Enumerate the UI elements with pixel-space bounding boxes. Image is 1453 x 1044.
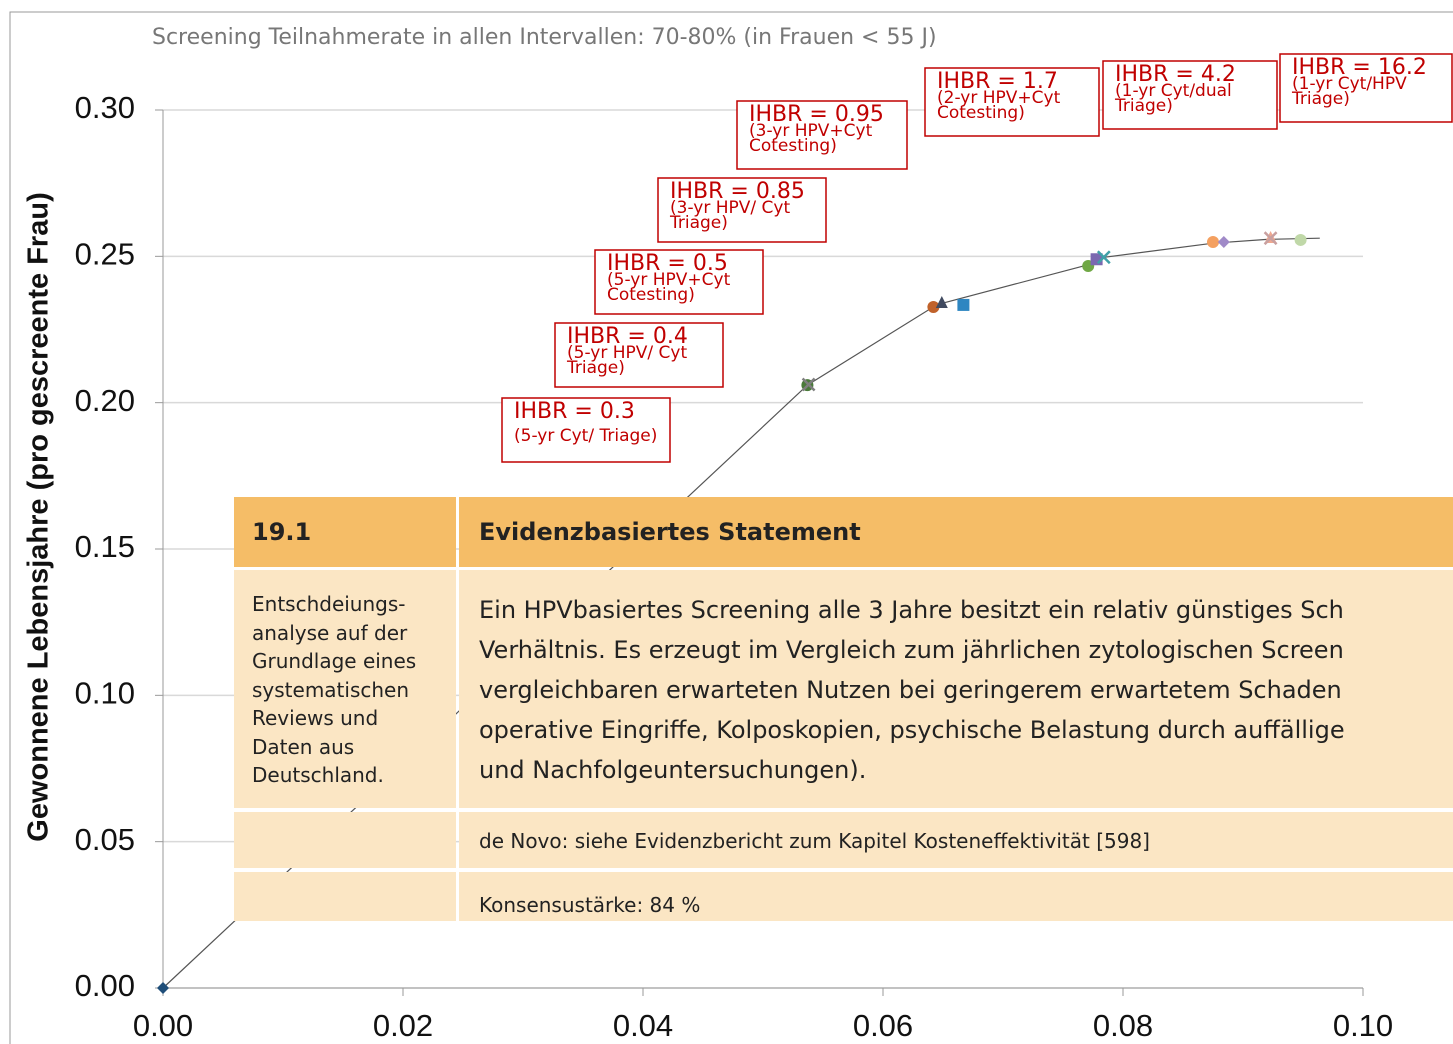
- annotation-text: Triage): [1291, 89, 1350, 109]
- y-tick-label: 0.20: [75, 383, 135, 418]
- annotation-text: Cotesting): [607, 285, 695, 305]
- annotation-box: [594, 249, 764, 315]
- y-tick-label: 0.05: [75, 822, 135, 857]
- annotation-text: (5-yr HPV+Cyt: [607, 270, 731, 290]
- y-tick-label: 0.30: [75, 90, 135, 125]
- annotation-text: IHBR = 0.85: [670, 179, 805, 204]
- annotation-box: [554, 322, 724, 388]
- point: [1217, 235, 1230, 248]
- annotation-text: Cotesting): [937, 103, 1025, 123]
- x-tick-label: 0.08: [1093, 1008, 1153, 1043]
- point: [927, 300, 940, 313]
- point: [935, 295, 948, 308]
- evidence-line: Entschdeiungs-: [252, 592, 406, 616]
- annotation-text: IHBR = 1.7: [937, 69, 1058, 94]
- point: [1294, 233, 1307, 246]
- annotation-text: Cotesting): [749, 136, 837, 156]
- point: [1096, 250, 1111, 265]
- annotation-text: Triage): [566, 358, 625, 378]
- chart-frame: [9, 11, 1453, 1044]
- point: [957, 298, 970, 311]
- annotation-text: (3-yr HPV+Cyt: [749, 121, 873, 141]
- source: de Novo: siehe Evidenzbericht zum Kapite…: [459, 812, 1453, 868]
- evidence-line: systematischen: [252, 677, 410, 702]
- annotation-box: [1102, 60, 1278, 130]
- statement-text: Ein HPVbasiertes Screening alle 3 Jahre …: [459, 570, 1453, 808]
- annotation-text: Triage): [669, 213, 728, 233]
- point: [157, 982, 169, 994]
- evidence-line: Daten aus: [252, 734, 355, 759]
- evidence-line: Reviews und: [252, 706, 379, 730]
- statement-heading: Evidenzbasiertes Statement: [459, 497, 1453, 567]
- y-tick-label: 0.25: [75, 237, 135, 272]
- consensus: Konsensustärke: 84 %: [459, 872, 1453, 921]
- annotation-text: (5-yr Cyt/ Triage): [514, 426, 657, 446]
- statement-line: Verhältnis. Es erzeugt im Vergleich zum …: [479, 636, 1344, 664]
- x-tick-label: 0.00: [133, 1008, 193, 1043]
- annotation-text: (5-yr HPV/ Cyt: [567, 343, 687, 363]
- point: [1263, 231, 1278, 246]
- statement-number: 19.1: [252, 518, 312, 546]
- x-tick-label: 0.10: [1333, 1008, 1393, 1043]
- empty-cell: [234, 812, 456, 868]
- statement-line: vergleichbaren erwarteten Nutzen bei ger…: [479, 676, 1342, 704]
- point: [1207, 235, 1219, 248]
- evidence-line: analyse auf der: [252, 620, 408, 645]
- consensus: Konsensustärke: 84 %: [479, 893, 701, 917]
- annotation-text: IHBR = 4.2: [1115, 62, 1236, 87]
- empty-cell: [234, 872, 456, 921]
- evidence-level: Entschdeiungs-analyse auf der Grundlage e…: [234, 570, 456, 808]
- annotation-text: (1-yr Cyt/HPV: [1292, 74, 1407, 94]
- statement-line: operative Eingriffe, Kolposkopien, psych…: [479, 716, 1345, 744]
- annotation-text: Triage): [1114, 96, 1173, 116]
- evidence-line: Deutschland.: [252, 763, 384, 787]
- source: de Novo: siehe Evidenzbericht zum Kapite…: [479, 829, 1150, 853]
- annotation-text: IHBR = 0.4: [567, 324, 688, 349]
- y-axis-label: Gewonnene Lebensjahre (pro gescreente Fr…: [23, 192, 55, 841]
- statement-line: und Nachfolgeuntersuchungen).: [479, 756, 867, 784]
- statement-heading: Evidenzbasiertes Statement: [479, 518, 861, 546]
- annotation-box: [736, 100, 908, 170]
- annotation-text: (1-yr Cyt/dual: [1115, 81, 1232, 101]
- statement-number: 19.1: [234, 497, 456, 567]
- x-tick-label: 0.02: [373, 1008, 433, 1043]
- chart-subtitle: Screening Teilnahmerate in allen Interva…: [152, 25, 937, 50]
- x-tick-label: 0.04: [613, 1008, 673, 1043]
- point: [801, 377, 816, 392]
- annotation-text: IHBR = 0.5: [607, 251, 728, 276]
- annotation-box: [501, 397, 671, 463]
- y-tick-label: 0.10: [75, 676, 135, 711]
- annotation-text: (2-yr HPV+Cyt: [937, 88, 1061, 108]
- annotation-box: [1279, 53, 1453, 123]
- annotation-box: [657, 177, 827, 243]
- annotation-text: IHBR = 16.2: [1292, 55, 1427, 80]
- annotation-text: IHBR = 0.95: [749, 102, 884, 127]
- statement-table: 19.1 Evidenzbasiertes Statement Entschdeiu…: [234, 497, 1453, 921]
- statement-line: Ein HPVbasiertes Screening alle 3 Jahre …: [479, 596, 1344, 624]
- evidence-line: Grundlage eines: [252, 649, 417, 673]
- x-tick-label: 0.06: [853, 1008, 913, 1043]
- annotation-text: (3-yr HPV/ Cyt: [670, 198, 790, 218]
- annotation-box: [924, 67, 1100, 137]
- y-tick-label: 0.00: [75, 968, 135, 1003]
- y-tick-label: 0.15: [75, 529, 135, 564]
- annotation-text: IHBR = 0.3: [514, 399, 635, 424]
